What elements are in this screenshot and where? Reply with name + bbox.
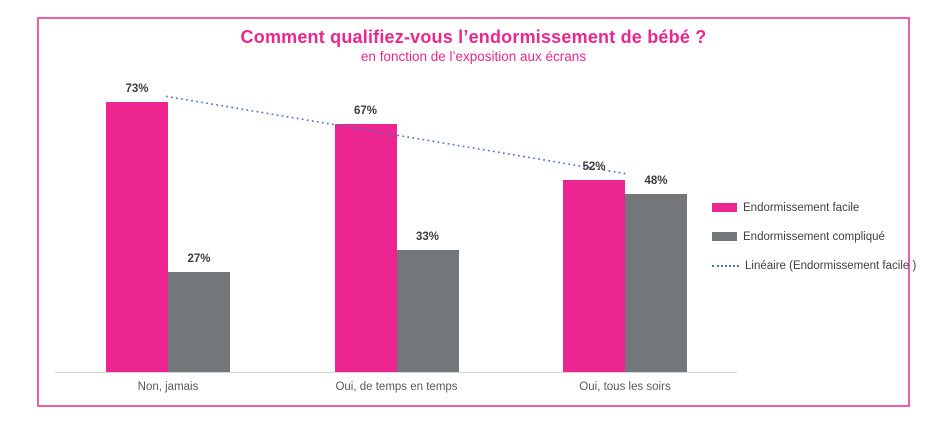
legend-swatch-facile — [712, 203, 737, 212]
bar-facile-2 — [563, 179, 625, 372]
legend-label-complique: Endormissement compliqué — [743, 230, 885, 243]
legend-label-trendline: Linéaire (Endormissement facile ) — [745, 259, 917, 272]
value-label-facile-2: 52% — [582, 160, 606, 173]
value-label-complique-1: 33% — [415, 230, 440, 243]
category-label-0: Non, jamais — [137, 381, 199, 393]
legend-label-facile: Endormissement facile — [743, 201, 860, 214]
legend-item-trendline: Linéaire (Endormissement facile ) — [712, 258, 916, 273]
bar-complique-0 — [168, 272, 230, 372]
chart-title: Comment qualifiez-vous l’endormissement … — [240, 27, 707, 47]
value-label-facile-1: 67% — [353, 105, 378, 118]
legend-item-complique: Endormissement compliqué — [712, 229, 916, 244]
legend-item-facile: Endormissement facile — [712, 200, 916, 215]
chart-subtitle: en fonction de l’exposition aux écrans — [360, 49, 587, 64]
bar-facile-0 — [106, 101, 168, 372]
legend: Endormissement facile Endormissement com… — [712, 200, 916, 287]
legend-swatch-trendline-icon — [712, 264, 739, 267]
bar-complique-2 — [625, 194, 687, 372]
bar-complique-1 — [396, 249, 459, 372]
value-label-facile-0: 73% — [125, 82, 149, 95]
bar-facile-1 — [334, 124, 397, 372]
x-axis-line — [55, 372, 737, 373]
legend-swatch-complique — [712, 232, 737, 241]
value-label-complique-0: 27% — [187, 253, 211, 266]
value-label-complique-2: 48% — [644, 175, 668, 188]
category-label-2: Oui, tous les soirs — [579, 381, 671, 393]
category-label-1: Oui, de temps en temps — [335, 381, 458, 393]
